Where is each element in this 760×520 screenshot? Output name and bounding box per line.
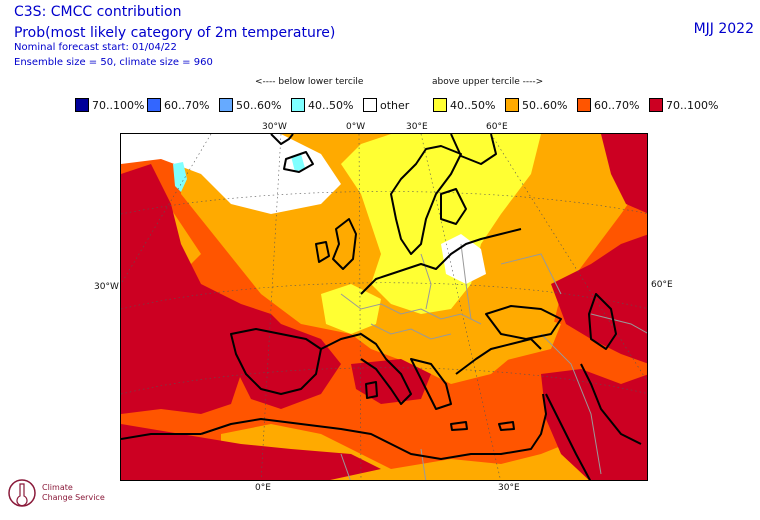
map-region-yellow <box>321 284 381 334</box>
logo-line2: Change Service <box>42 493 105 502</box>
legend-label: 40..50% <box>450 98 496 112</box>
legend-swatch <box>147 98 161 112</box>
legend-item-below-60-70: 60..70% <box>147 97 209 113</box>
top-tick-30e: 30°E <box>406 122 428 132</box>
top-tick-0w: 0°W <box>346 122 366 132</box>
legend-label: 60..70% <box>164 98 210 112</box>
above-tercile-label: above upper tercile ----> <box>432 77 544 87</box>
graticule-line <box>420 134 501 480</box>
coastline <box>121 433 201 440</box>
legend-item-below-70-100: 70..100% <box>75 97 144 113</box>
legend-item-above-40-50: 40..50% <box>433 97 495 113</box>
map-region-darkred <box>551 234 647 364</box>
below-tercile-label: <---- below lower tercile <box>255 77 364 87</box>
coastline <box>410 358 452 410</box>
coastline <box>320 333 412 405</box>
top-tick-60e: 60°E <box>486 122 508 132</box>
border-line <box>540 333 602 475</box>
border-line <box>370 323 452 340</box>
logo-graphic: Climate Change Service <box>8 479 105 507</box>
ensemble-size-text: Ensemble size = 50, climate size = 960 <box>14 57 213 68</box>
country-borders <box>340 243 647 480</box>
season-label: MJJ 2022 <box>693 21 754 37</box>
coastline <box>365 381 378 399</box>
forecast-start-text: Nominal forecast start: 01/04/22 <box>14 42 177 53</box>
legend-swatch <box>75 98 89 112</box>
border-line <box>460 243 472 320</box>
legend-label: 40..50% <box>308 98 354 112</box>
left-tick-30w: 30°W <box>94 282 119 292</box>
coastline <box>270 134 294 145</box>
coastline <box>283 151 314 173</box>
legend-swatch <box>291 98 305 112</box>
border-line <box>590 313 647 334</box>
probability-map <box>120 133 648 481</box>
coastline <box>440 188 467 225</box>
coastline <box>450 134 497 165</box>
right-tick-60e: 60°E <box>651 280 673 290</box>
map-region-cyan <box>291 154 305 172</box>
border-line <box>340 293 482 325</box>
border-line <box>420 253 432 310</box>
coastline <box>332 218 357 270</box>
legend-label: 50..60% <box>236 98 282 112</box>
graticule-line <box>121 282 647 310</box>
coastline <box>545 393 592 480</box>
coastline <box>315 241 330 263</box>
map-region-darkred <box>121 424 381 480</box>
map-region-other <box>441 234 486 284</box>
border-line <box>500 253 562 295</box>
coastline <box>580 363 642 445</box>
legend-label: 60..70% <box>594 98 640 112</box>
chart-subtitle: Prob(most likely category of 2m temperat… <box>14 25 336 41</box>
coastline <box>498 421 515 431</box>
graticule-line <box>121 367 647 395</box>
map-region-other <box>121 134 341 214</box>
legend-swatch <box>363 98 377 112</box>
coastline <box>200 393 547 460</box>
map-region-yellow <box>341 134 541 314</box>
legend-label: 50..60% <box>522 98 568 112</box>
legend-item-below-50-60: 50..60% <box>219 97 281 113</box>
legend-item-other: other <box>363 97 409 113</box>
map-region-cyan <box>173 162 187 192</box>
coastline <box>485 305 562 340</box>
legend-item-above-60-70: 60..70% <box>577 97 639 113</box>
logo-line1: Climate <box>42 483 73 492</box>
legend-swatch <box>219 98 233 112</box>
legend-item-above-70-100: 70..100% <box>649 97 718 113</box>
legend-swatch <box>433 98 447 112</box>
logo-thermometer <box>16 483 28 507</box>
coastline <box>360 228 522 295</box>
border-line <box>420 448 427 480</box>
map-region-darkred <box>601 134 647 214</box>
legend-label: 70..100% <box>666 98 719 112</box>
legend-label: 70..100% <box>92 98 145 112</box>
coastlines <box>121 134 642 480</box>
legend-swatch <box>649 98 663 112</box>
legend-label: other <box>380 98 410 112</box>
map-canvas <box>121 134 647 480</box>
coastline <box>450 421 468 431</box>
coastline <box>588 293 617 350</box>
graticule-line <box>121 191 647 215</box>
coastline <box>390 145 462 255</box>
map-region-darkred <box>541 369 647 480</box>
legend-item-below-40-50: 40..50% <box>291 97 353 113</box>
legend-swatch <box>577 98 591 112</box>
chart-title: C3S: CMCC contribution <box>14 4 182 20</box>
coastline <box>455 338 542 375</box>
border-line <box>340 453 351 480</box>
graticule <box>121 134 647 480</box>
bottom-tick-0e: 0°E <box>255 483 271 493</box>
top-tick-30w: 30°W <box>262 122 287 132</box>
copernicus-logo: Climate Change Service <box>4 476 114 516</box>
coastline <box>230 328 322 395</box>
legend-swatch <box>505 98 519 112</box>
legend-item-above-50-60: 50..60% <box>505 97 567 113</box>
bottom-tick-30e: 30°E <box>498 483 520 493</box>
